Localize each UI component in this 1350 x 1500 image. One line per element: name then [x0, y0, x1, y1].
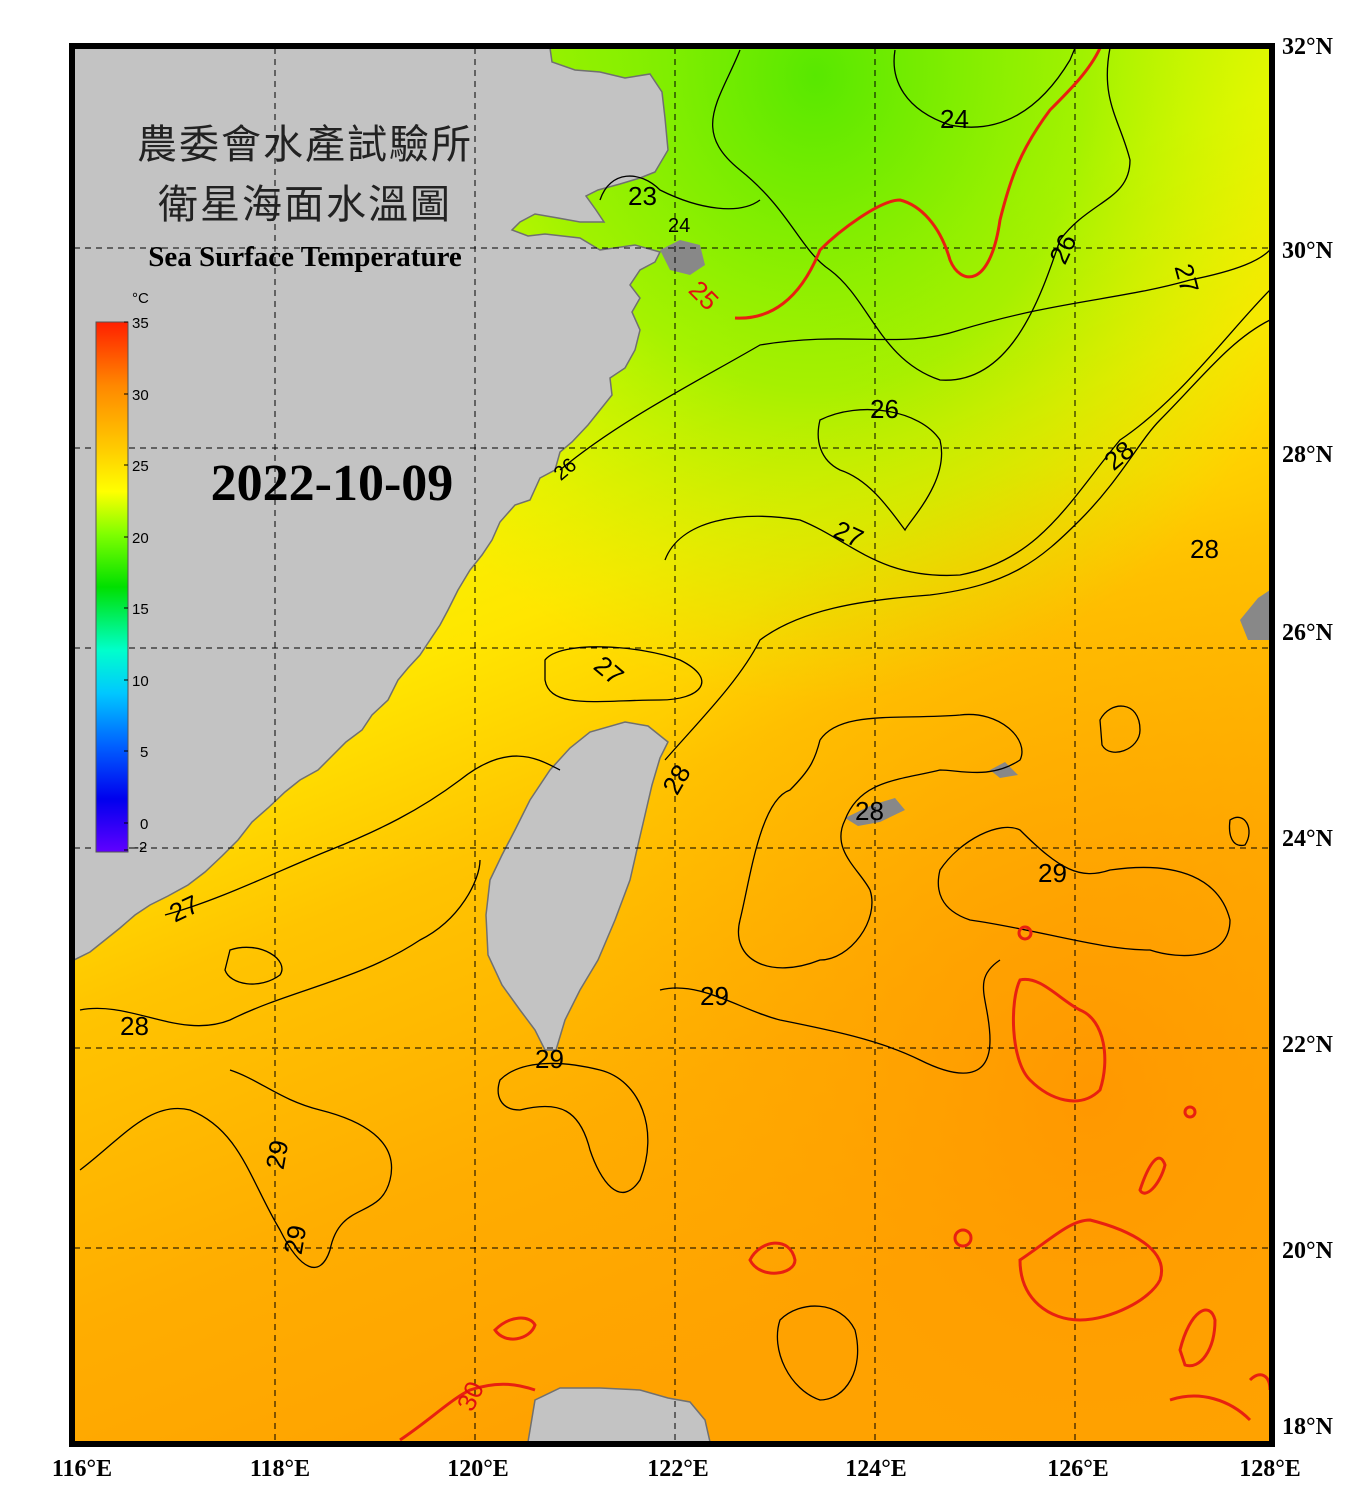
- isotherm-24: [893, 48, 1076, 128]
- isotherm-30-dot-2: [953, 1228, 973, 1248]
- china-mainland: [74, 48, 669, 961]
- lon-label: 116°E: [52, 1456, 112, 1482]
- contour-label: 26: [870, 394, 899, 424]
- contour-label: 29: [278, 1223, 313, 1257]
- map-area: [74, 48, 1270, 1442]
- contour-label: 28: [1190, 534, 1219, 564]
- taiwan-island: [485, 721, 669, 1051]
- lon-label: 128°E: [1239, 1456, 1301, 1482]
- colorbar-tick-label: 20: [132, 530, 149, 547]
- isotherm-30-south: [399, 1382, 536, 1442]
- isotherm-30-loop-1: [748, 1241, 797, 1275]
- zhoushan-islands: [660, 240, 705, 275]
- colorbar-tick-label: 15: [132, 601, 149, 618]
- isotherm-lines: [79, 48, 1270, 1401]
- colorbar: °C 35 30 25 20 15 10 5 0 -2: [95, 290, 149, 856]
- isotherm-29-east: [937, 826, 1231, 957]
- colorbar-tick-label: 25: [132, 458, 149, 475]
- colorbar-tick-label: 0: [140, 816, 148, 833]
- isotherm-30-se: [1018, 1218, 1164, 1322]
- luzon-island: [527, 1387, 711, 1442]
- colorbar-tick-label: 35: [132, 315, 149, 332]
- lat-label: 22°N: [1282, 1032, 1334, 1058]
- isotherm-loop-d: [1228, 816, 1250, 847]
- contour-label: 29: [700, 981, 729, 1011]
- lat-label: 24°N: [1282, 826, 1334, 852]
- isotherm-27-west: [164, 755, 561, 916]
- lat-label: 32°N: [1282, 34, 1334, 60]
- title-zh-line1: 農委會水產試驗所: [137, 122, 473, 168]
- map-frame: [69, 43, 1275, 1447]
- isotherm-26-north: [712, 48, 1131, 381]
- isotherm-28-main: [664, 319, 1270, 761]
- isotherm-28-ryukyu: [737, 713, 1023, 969]
- isotherm-26-mid: [817, 408, 943, 532]
- colorbar-tick-label: 5: [140, 744, 148, 761]
- isotherm-27-north: [559, 249, 1270, 471]
- lon-label: 126°E: [1047, 1456, 1109, 1482]
- colorbar-tick-label: 30: [132, 387, 149, 404]
- contour-label: 29: [535, 1044, 564, 1074]
- longitude-labels: 116°E 118°E 120°E 122°E 124°E 126°E 128°…: [52, 1456, 1301, 1482]
- lat-label: 30°N: [1282, 238, 1334, 264]
- colorbar-ramp: [95, 321, 129, 853]
- isotherm-loop-a: [776, 1305, 859, 1401]
- isotherm-27-mid: [664, 289, 1270, 577]
- colorbar-tick-label: 10: [132, 673, 149, 690]
- isotherm-27-taiwan-north: [544, 646, 703, 703]
- lon-label: 124°E: [845, 1456, 907, 1482]
- lon-label: 122°E: [647, 1456, 709, 1482]
- latitude-labels: 32°N 30°N 28°N 26°N 24°N 22°N 20°N 18°N: [1282, 34, 1334, 1440]
- title-en: Sea Surface Temperature: [148, 241, 462, 273]
- isotherm-30-sw-loop: [493, 1316, 537, 1341]
- lat-label: 18°N: [1282, 1414, 1334, 1440]
- contour-label: 28: [120, 1011, 149, 1041]
- contour-label: 23: [628, 181, 657, 211]
- lat-label: 28°N: [1282, 442, 1334, 468]
- contour-label: 29: [260, 1138, 295, 1172]
- contour-label: 29: [1038, 858, 1067, 888]
- isotherm-loop-c: [1099, 705, 1141, 753]
- isotherm-30-dot-1: [1017, 925, 1033, 941]
- colorbar-tick-marks: [124, 321, 128, 851]
- isotherm-25: [734, 48, 1102, 320]
- hot-isotherms: [399, 48, 1270, 1442]
- lon-label: 118°E: [250, 1456, 310, 1482]
- lat-label: 20°N: [1282, 1238, 1334, 1264]
- colorbar-tick-label: -2: [134, 839, 147, 856]
- isotherm-29-south: [497, 1062, 649, 1194]
- isotherm-30-loop-2: [1138, 1156, 1167, 1195]
- isotherm-loop-b: [224, 946, 283, 985]
- colorbar-unit: °C: [132, 290, 149, 307]
- date-label: 2022-10-09: [211, 455, 454, 512]
- isotherm-23: [599, 175, 761, 210]
- isotherm-29-central: [659, 959, 1001, 1074]
- ryukyu-island: [1240, 590, 1270, 640]
- lat-label: 26°N: [1282, 620, 1334, 646]
- isotherm-30-east: [1012, 977, 1107, 1103]
- isotherm-30-loop-3: [1178, 1308, 1217, 1368]
- contour-label: 28: [855, 796, 884, 826]
- isotherm-29-sw: [79, 1069, 393, 1269]
- isotherm-30-dot-3: [1183, 1105, 1197, 1119]
- isotherm-28-west: [79, 859, 481, 1027]
- miyako-island: [990, 762, 1018, 778]
- contour-label: 24: [940, 104, 969, 134]
- graticule: [74, 48, 1270, 1442]
- title-zh-line2: 衛星海面水溫圖: [158, 182, 452, 228]
- lon-label: 120°E: [447, 1456, 509, 1482]
- contour-label: 24: [668, 215, 690, 237]
